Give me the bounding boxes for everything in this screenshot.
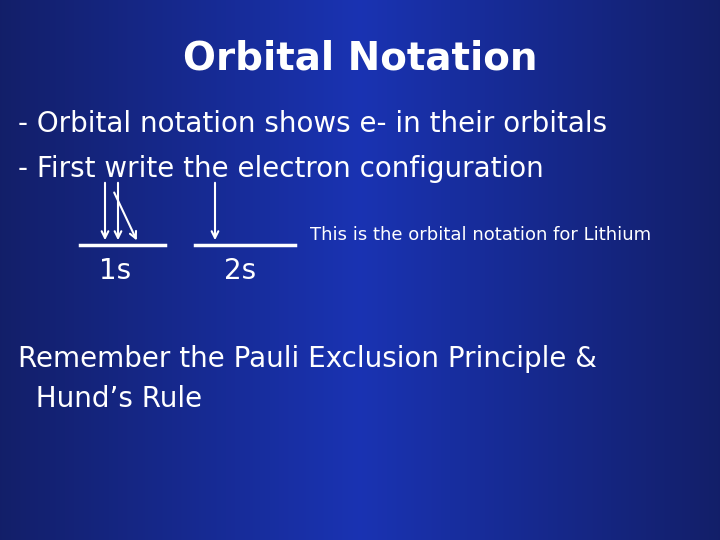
Text: Remember the Pauli Exclusion Principle &: Remember the Pauli Exclusion Principle & xyxy=(18,345,597,373)
Text: This is the orbital notation for Lithium: This is the orbital notation for Lithium xyxy=(310,226,651,244)
Text: - First write the electron configuration: - First write the electron configuration xyxy=(18,155,544,183)
Text: 1s: 1s xyxy=(99,257,131,285)
Text: 2s: 2s xyxy=(224,257,256,285)
Text: Hund’s Rule: Hund’s Rule xyxy=(18,385,202,413)
Text: Orbital Notation: Orbital Notation xyxy=(183,40,537,78)
Text: - Orbital notation shows e- in their orbitals: - Orbital notation shows e- in their orb… xyxy=(18,110,607,138)
